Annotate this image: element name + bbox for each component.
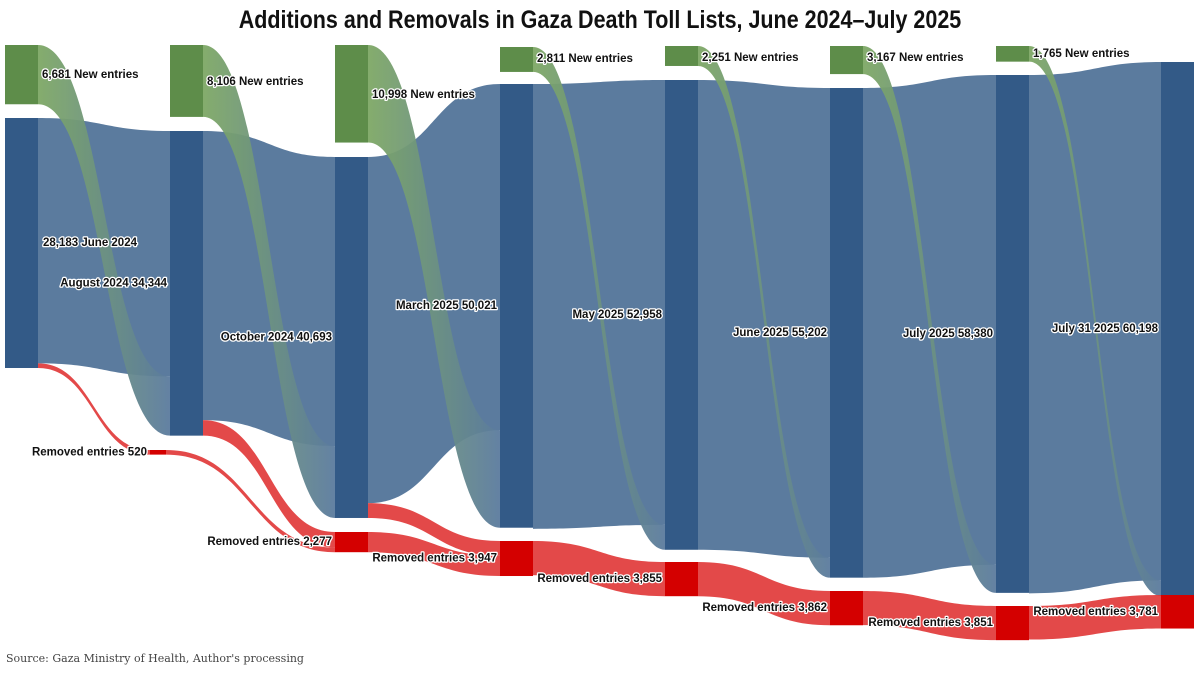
flow-N1-L2	[203, 45, 335, 518]
node-label-N3: 2,811 New entries	[537, 53, 633, 65]
flows-layer	[38, 45, 1161, 641]
flow-R0-R1	[166, 450, 335, 553]
node-L6	[996, 75, 1029, 593]
node-L2	[335, 157, 368, 518]
node-label-R5: Removed entries 3,851	[868, 617, 993, 629]
flow-R3-R4	[698, 562, 830, 626]
node-L0	[5, 118, 38, 368]
node-N1	[170, 45, 203, 117]
flow-L0-R0	[38, 363, 150, 455]
flow-N6-L7	[1029, 46, 1161, 596]
node-label-L4: May 2025 52,958	[572, 309, 662, 321]
flow-N4-L5	[698, 46, 830, 578]
flow-N2-L3	[368, 45, 500, 528]
node-label-N6: 1,765 New entries	[1033, 48, 1130, 60]
node-label-R4: Removed entries 3,862	[702, 602, 827, 614]
node-label-R3: Removed entries 3,855	[537, 573, 662, 585]
node-R3	[665, 562, 698, 597]
node-label-L5: June 2025 55,202	[733, 327, 827, 339]
node-label-N0: 6,681 New entries	[42, 69, 139, 81]
node-L3	[500, 84, 533, 528]
source-note: Source: Gaza Ministry of Health, Author'…	[6, 652, 304, 665]
node-N2	[335, 45, 368, 143]
node-L7	[1161, 62, 1194, 596]
flow-N5-L6	[863, 46, 996, 593]
flow-L1-R1	[203, 420, 335, 548]
node-label-N4: 2,251 New entries	[702, 52, 799, 64]
node-R6	[1161, 595, 1194, 629]
node-N6	[996, 46, 1029, 62]
node-L1	[170, 131, 203, 436]
flow-N3-L4	[533, 47, 665, 550]
node-N4	[665, 46, 698, 66]
flow-L2-R2	[368, 503, 500, 556]
node-R4	[830, 591, 863, 626]
node-label-L3: March 2025 50,021	[396, 300, 498, 312]
node-L5	[830, 88, 863, 578]
node-label-R0: Removed entries 520	[32, 446, 147, 458]
node-label-R6: Removed entries 3,781	[1033, 606, 1158, 618]
node-label-R1: Removed entries 2,277	[207, 536, 332, 548]
chart-title: Additions and Removals in Gaza Death Tol…	[238, 6, 962, 34]
node-N5	[830, 46, 863, 75]
node-label-N5: 3,167 New entries	[867, 52, 964, 64]
nodes-layer	[5, 45, 1194, 641]
flow-R2-R3	[533, 541, 665, 597]
labels-layer: 28,183 June 2024 August 2024 34,344 Octobe…	[31, 47, 1160, 631]
flow-R1-R2	[368, 532, 500, 577]
node-L4	[665, 80, 698, 550]
node-label-N1: 8,106 New entries	[207, 76, 304, 88]
node-label-L7: July 31 2025 60,198	[1052, 323, 1159, 335]
flow-N0-L1	[38, 45, 170, 436]
node-label-L0: 28,183 June 2024	[43, 237, 138, 249]
node-label-N2: 10,998 New entries	[372, 89, 475, 101]
node-label-R2: Removed entries 3,947	[372, 553, 497, 565]
node-label-L2: October 2024 40,693	[221, 332, 332, 344]
flow-R5-R6	[1029, 595, 1161, 640]
node-N3	[500, 47, 533, 72]
flow-R4-R5	[863, 591, 996, 641]
node-R5	[996, 606, 1029, 641]
node-R1	[335, 532, 368, 553]
node-R2	[500, 541, 533, 577]
node-label-L1: August 2024 34,344	[60, 277, 167, 289]
node-label-L6: July 2025 58,380	[903, 328, 993, 340]
node-R0	[150, 450, 166, 455]
node-N0	[5, 45, 38, 105]
